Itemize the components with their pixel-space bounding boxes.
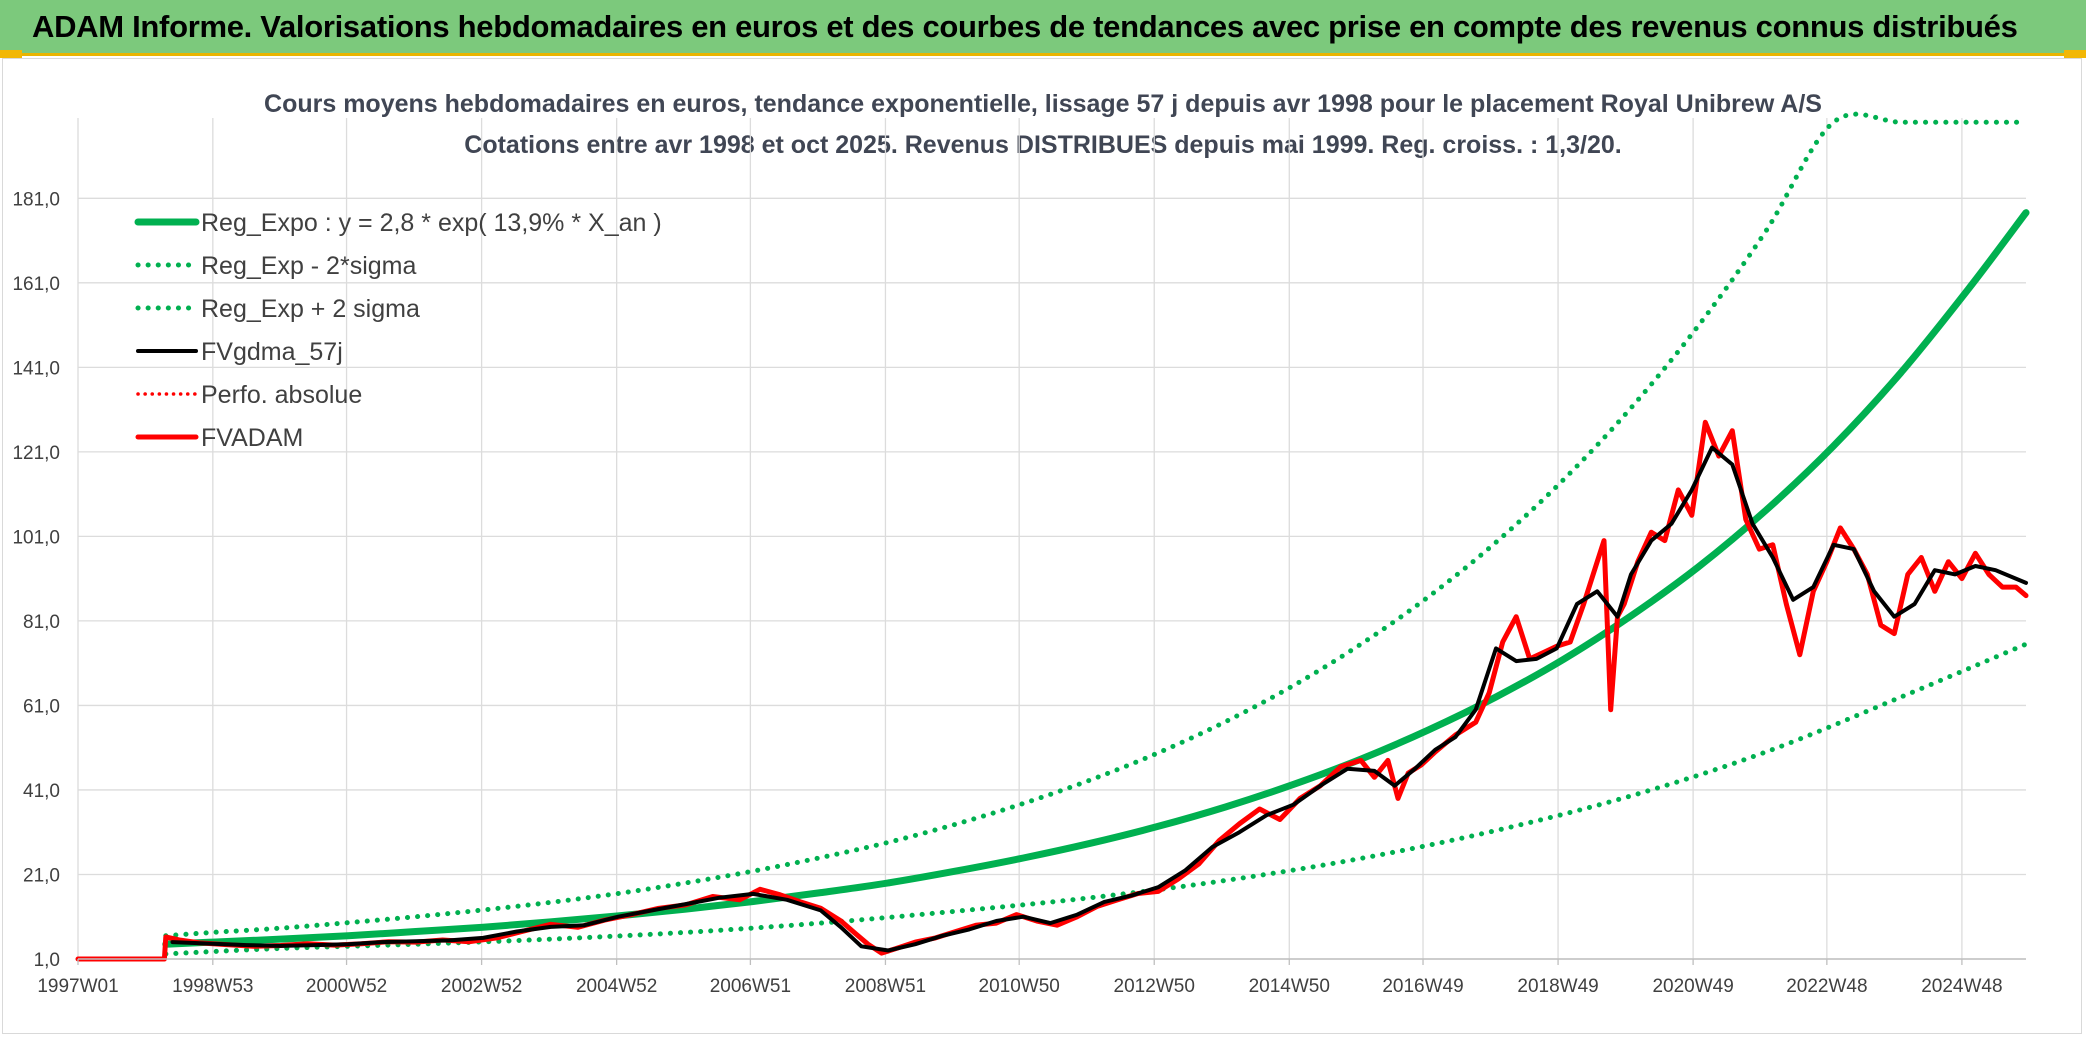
legend-label: Reg_Exp - 2*sigma	[201, 252, 416, 280]
x-tick-label: 2020W49	[1652, 976, 1733, 997]
legend-label: FVgdma_57j	[201, 338, 343, 366]
x-tick-label: 2004W52	[576, 976, 657, 997]
legend-label: FVADAM	[201, 424, 303, 452]
y-tick-label: 181,0	[12, 189, 60, 210]
banner-corner-left	[0, 50, 22, 58]
x-tick-label: 1997W01	[37, 976, 118, 997]
series-layer	[75, 111, 2030, 962]
banner-corner-right	[2064, 50, 2086, 58]
axis-layer: 1,0 21,0 41,0 61,0 81,0 101,0 121,0 141,0 161,0 1…	[12, 189, 2026, 997]
x-tick-label: 2016W49	[1382, 976, 1463, 997]
banner-title: ADAM Informe. Valorisations hebdomadaire…	[32, 9, 2018, 44]
fvgdma-57j-line	[170, 445, 2028, 953]
y-tick-label: 61,0	[23, 696, 60, 717]
y-tick-label: 121,0	[12, 443, 60, 464]
legend: Reg_Expo : y = 2,8 * exp( 13,9% * X_an )…	[134, 209, 662, 452]
x-tick-label: 2006W51	[710, 976, 791, 997]
grid-layer	[77, 118, 2026, 960]
y-tick-label: 21,0	[23, 865, 60, 886]
x-tick-label: 2022W48	[1786, 976, 1867, 997]
y-tick-label: 141,0	[12, 358, 60, 379]
fvadam-line	[75, 419, 2029, 962]
banner: ADAM Informe. Valorisations hebdomadaire…	[0, 0, 2086, 56]
x-tick-label: 2014W50	[1249, 976, 1330, 997]
x-tick-label: 2008W51	[845, 976, 926, 997]
y-tick-label: 1,0	[34, 950, 60, 971]
y-tick-label: 81,0	[23, 612, 60, 633]
x-tick-label: 2010W50	[979, 976, 1060, 997]
chart-title: Cours moyens hebdomadaires en euros, ten…	[264, 90, 1822, 118]
y-tick-label: 161,0	[12, 274, 60, 295]
x-tick-label: 2012W50	[1114, 976, 1195, 997]
legend-label: Reg_Exp + 2 sigma	[201, 295, 420, 323]
reg-expo-line	[162, 209, 2030, 948]
x-tick-label: 2002W52	[441, 976, 522, 997]
y-tick-label: 101,0	[12, 527, 60, 548]
y-tick-label: 41,0	[23, 781, 60, 802]
x-tick-label: 2000W52	[306, 976, 387, 997]
legend-label: Perfo. absolue	[201, 381, 362, 409]
x-tick-label: 1998W53	[172, 976, 253, 997]
reg-exp-plus-2sigma-line	[163, 111, 2029, 939]
legend-label: Reg_Expo : y = 2,8 * exp( 13,9% * X_an )	[201, 209, 662, 237]
x-tick-label: 2024W48	[1921, 976, 2002, 997]
chart-frame	[2, 58, 2082, 1034]
chart-subtitle: Cotations entre avr 1998 et oct 2025. Re…	[464, 131, 1622, 159]
x-tick-label: 2018W49	[1517, 976, 1598, 997]
